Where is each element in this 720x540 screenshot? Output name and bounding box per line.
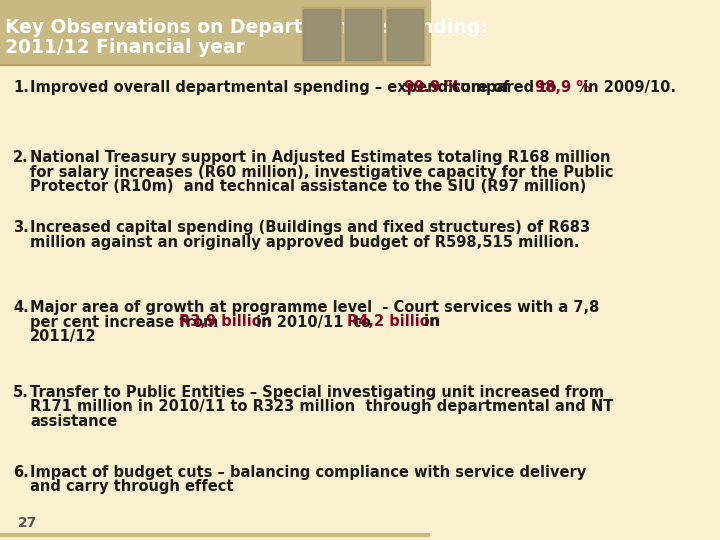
- Text: 1.: 1.: [13, 80, 29, 95]
- Bar: [302, 7, 341, 62]
- Text: compared to: compared to: [446, 80, 561, 95]
- Text: 4.: 4.: [13, 300, 29, 315]
- Text: and carry through effect: and carry through effect: [30, 480, 233, 495]
- Bar: [303, 9, 340, 60]
- Text: Key Observations on Departmental spending:: Key Observations on Departmental spendin…: [5, 18, 487, 37]
- Text: 99.9 %: 99.9 %: [404, 80, 459, 95]
- Text: National Treasury support in Adjusted Estimates totaling R168 million: National Treasury support in Adjusted Es…: [30, 150, 611, 165]
- Text: 6.: 6.: [13, 465, 29, 480]
- Text: per cent increase from: per cent increase from: [30, 314, 223, 329]
- Text: for salary increases (R60 million), investigative capacity for the Public: for salary increases (R60 million), inve…: [30, 165, 613, 179]
- Text: Major area of growth at programme level  - Court services with a 7,8: Major area of growth at programme level …: [30, 300, 599, 315]
- Bar: [343, 7, 382, 62]
- Text: Transfer to Public Entities – Special investigating unit increased from: Transfer to Public Entities – Special in…: [30, 385, 604, 400]
- Text: 5.: 5.: [13, 385, 29, 400]
- Text: R171 million in 2010/11 to R323 million  through departmental and NT: R171 million in 2010/11 to R323 million …: [30, 400, 613, 415]
- Bar: [0, 0, 431, 65]
- Text: Increased capital spending (Buildings and fixed structures) of R683: Increased capital spending (Buildings an…: [30, 220, 590, 235]
- Text: 2011/12 Financial year: 2011/12 Financial year: [5, 38, 245, 57]
- Text: in 2009/10.: in 2009/10.: [578, 80, 676, 95]
- Text: Improved overall departmental spending – expenditure of: Improved overall departmental spending –…: [30, 80, 514, 95]
- Text: 3.: 3.: [13, 220, 29, 235]
- Bar: [387, 9, 423, 60]
- Text: R3,9 billion: R3,9 billion: [179, 314, 272, 329]
- Text: 27: 27: [18, 516, 37, 530]
- Text: assistance: assistance: [30, 414, 117, 429]
- Bar: [385, 7, 424, 62]
- Text: Impact of budget cuts – balancing compliance with service delivery: Impact of budget cuts – balancing compli…: [30, 465, 586, 480]
- Text: in 2010/11  to: in 2010/11 to: [251, 314, 376, 329]
- Text: in: in: [419, 314, 440, 329]
- Text: 98,9 %: 98,9 %: [535, 80, 591, 95]
- Text: Protector (R10m)  and technical assistance to the SIU (R97 million): Protector (R10m) and technical assistanc…: [30, 179, 586, 194]
- Text: 2011/12: 2011/12: [30, 329, 96, 344]
- Text: R4,2 billion: R4,2 billion: [347, 314, 441, 329]
- Text: million against an originally approved budget of R598,515 million.: million against an originally approved b…: [30, 234, 580, 249]
- Text: 2.: 2.: [13, 150, 29, 165]
- Bar: [345, 9, 382, 60]
